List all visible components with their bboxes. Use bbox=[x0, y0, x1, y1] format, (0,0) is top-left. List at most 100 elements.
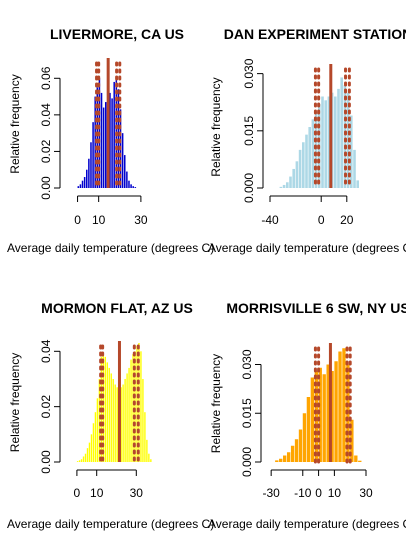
histogram-bar bbox=[150, 459, 152, 462]
histogram-bar bbox=[128, 180, 130, 188]
y-axis-label: Relative frequency bbox=[209, 77, 223, 176]
x-tick-label: 0 bbox=[74, 213, 81, 227]
y-tick-label: 0.02 bbox=[39, 395, 53, 419]
histogram-bar bbox=[86, 169, 88, 188]
chart-title: MORRISVILLE 6 SW, NY US bbox=[226, 300, 406, 316]
histogram-bar bbox=[282, 184, 286, 188]
x-axis: -40 0 20 bbox=[261, 195, 354, 227]
histogram-bar bbox=[338, 351, 342, 462]
y-tick-label: 0.015 bbox=[242, 115, 256, 145]
x-tick-label: 20 bbox=[340, 213, 354, 227]
histogram-bar bbox=[142, 378, 144, 462]
y-axis: 0.000 0.015 0.030 bbox=[242, 58, 264, 203]
histogram-bar bbox=[84, 453, 87, 462]
x-tick-label: -40 bbox=[261, 213, 279, 227]
histogram-bar bbox=[92, 423, 95, 462]
histogram-bar bbox=[311, 119, 315, 189]
histogram-bar bbox=[298, 149, 302, 189]
histogram-bar bbox=[108, 367, 110, 462]
histogram-bar bbox=[128, 367, 130, 462]
histogram-bar bbox=[318, 367, 322, 462]
x-axis-label: Average daily temperature (degrees C) bbox=[7, 241, 214, 255]
histogram-bar bbox=[100, 92, 103, 188]
x-tick-label: 30 bbox=[134, 213, 148, 227]
histogram-bar bbox=[279, 186, 283, 188]
histogram-bar bbox=[321, 96, 324, 188]
histogram-bar bbox=[106, 362, 108, 462]
histogram-bar bbox=[134, 351, 136, 462]
histogram-bar bbox=[82, 456, 85, 462]
histogram-bar bbox=[334, 361, 338, 462]
histogram-bar bbox=[79, 184, 82, 188]
histogram-bar bbox=[81, 180, 84, 188]
histogram-bar bbox=[76, 461, 79, 462]
histogram-bar bbox=[80, 459, 83, 462]
histogram-bar bbox=[96, 87, 99, 188]
histogram-bar bbox=[292, 168, 295, 188]
x-tick-label: 0 bbox=[315, 486, 322, 500]
histogram-bar bbox=[326, 364, 330, 462]
x-tick-label: 30 bbox=[359, 486, 373, 500]
chart-panel-3: MORMON FLAT, AZ US 0 10 30 0.00 0.02 0.04 Relat… bbox=[7, 300, 214, 531]
histogram-bar bbox=[98, 378, 101, 462]
histogram-bar bbox=[105, 102, 107, 188]
histogram-bar bbox=[126, 373, 128, 462]
histogram-bar bbox=[112, 378, 114, 462]
y-tick-label: 0.02 bbox=[39, 139, 53, 163]
histogram-bar bbox=[114, 384, 116, 462]
y-tick-label: 0.04 bbox=[39, 339, 53, 363]
x-axis: 0 10 30 bbox=[74, 469, 144, 500]
histogram-bar bbox=[305, 134, 308, 189]
x-axis-label: Average daily temperature (degrees C) bbox=[7, 517, 214, 531]
y-tick-label: 0.00 bbox=[39, 176, 53, 200]
chart-panel-1: LIVERMORE, CA US 0 10 30 0.00 0.02 0.04 0.06 Rel… bbox=[7, 26, 214, 255]
histogram-bar bbox=[298, 429, 303, 462]
histogram-bar bbox=[275, 460, 279, 463]
y-axis-label: Relative frequency bbox=[209, 354, 223, 453]
x-tick-label: 0 bbox=[318, 213, 325, 227]
histogram-bar bbox=[322, 374, 326, 462]
histogram-bar bbox=[126, 171, 128, 188]
histogram-bar bbox=[289, 176, 292, 188]
x-tick-label: 10 bbox=[92, 213, 106, 227]
histogram-bar bbox=[327, 96, 331, 188]
histogram-bar bbox=[356, 180, 359, 189]
histogram-bar bbox=[132, 354, 134, 462]
x-tick-label: -30 bbox=[262, 486, 280, 500]
histogram-bar bbox=[121, 133, 124, 188]
histogram-bar bbox=[350, 419, 354, 462]
histogram-bar bbox=[113, 81, 115, 188]
histogram-bar bbox=[310, 377, 315, 462]
histogram-bar bbox=[343, 85, 347, 188]
y-tick-label: 0.000 bbox=[242, 173, 256, 203]
histogram-bar bbox=[90, 142, 92, 188]
histogram-bar bbox=[146, 439, 148, 462]
chart-panel-2: DAN EXPERIMENT STATION-40 0 200.0000.0150.… bbox=[208, 26, 406, 255]
x-tick-label: -10 bbox=[294, 486, 312, 500]
histogram-bar bbox=[92, 122, 94, 188]
histogram-bar bbox=[83, 177, 86, 188]
histogram-bar bbox=[286, 452, 291, 462]
x-axis: 0 10 30 bbox=[74, 195, 148, 227]
y-axis: 0.000 0.015 0.030 bbox=[240, 349, 262, 477]
x-tick-label: 30 bbox=[130, 486, 144, 500]
histogram-bar bbox=[134, 187, 137, 188]
x-tick-label: 0 bbox=[74, 486, 81, 500]
histogram-bar bbox=[94, 412, 97, 462]
histogram-bar bbox=[88, 442, 91, 462]
x-axis: -30 -10 0 10 30 bbox=[262, 469, 373, 500]
x-tick-label: 10 bbox=[90, 486, 104, 500]
histogram-bar bbox=[130, 184, 132, 188]
histogram-bar bbox=[111, 98, 113, 188]
histogram-bar bbox=[130, 359, 132, 462]
x-axis-label: Average daily temperature (degrees C) bbox=[208, 241, 406, 255]
histogram-bar bbox=[140, 351, 142, 462]
bar-group bbox=[76, 343, 152, 462]
histogram-bar bbox=[132, 186, 134, 188]
histogram-bar bbox=[334, 96, 337, 188]
histogram-bar bbox=[148, 453, 150, 462]
y-tick-label: 0.000 bbox=[240, 447, 254, 477]
histogram-bar bbox=[295, 161, 299, 188]
histogram-bar bbox=[78, 460, 81, 462]
